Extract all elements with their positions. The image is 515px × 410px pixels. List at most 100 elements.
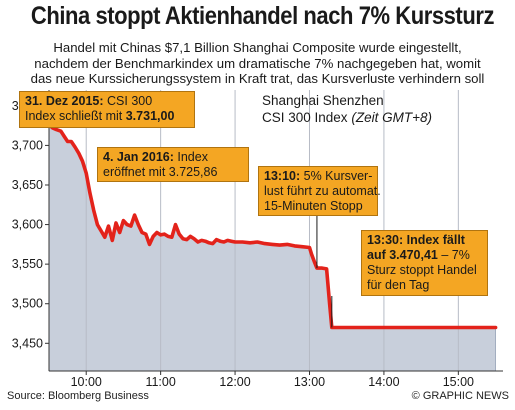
data-point [70, 140, 73, 143]
data-point [182, 238, 184, 240]
y-tick-label: 3,550 [12, 257, 43, 271]
data-point [321, 267, 323, 269]
data-point [200, 239, 203, 242]
legend-index-name: CSI 300 Index [262, 110, 348, 125]
data-point [185, 238, 188, 241]
callout-open-text1: Index [173, 150, 208, 164]
callout-open-date: 4. Jan 2016: [103, 150, 174, 164]
data-point [405, 326, 408, 329]
data-point [353, 326, 355, 329]
data-point [148, 243, 151, 246]
data-point [159, 234, 162, 236]
data-point [208, 242, 210, 244]
data-point [286, 243, 289, 246]
data-point [427, 326, 430, 329]
data-point [189, 235, 192, 238]
callout-1330-text4: für den Tag [367, 278, 430, 292]
data-point [100, 230, 102, 232]
subtitle-line-2: nachdem der Benchmarkindex um dramatisch… [34, 55, 481, 71]
data-point [104, 236, 106, 238]
data-point [241, 241, 244, 243]
callout-1330-value: auf 3.470,41 [367, 248, 438, 262]
data-point [163, 233, 166, 235]
data-point [264, 242, 266, 245]
chart-legend: Shanghai Shenzhen CSI 300 Index (Zeit GM… [262, 92, 432, 126]
chart-title: China stoppt Aktienhandel nach 7% Kursst… [30, 2, 495, 30]
data-point [450, 326, 452, 329]
data-point [89, 192, 91, 194]
data-point [215, 238, 218, 241]
data-point [223, 241, 225, 243]
y-tick-label: 3,600 [12, 218, 43, 232]
callout-1310-halt: 13:10: 5% Kursver- lust führt zu automat… [258, 166, 381, 216]
callout-close-text1: CSI 300 [103, 94, 153, 108]
data-point [133, 214, 136, 216]
x-tick-label: 13:00 [294, 375, 325, 389]
y-tick-label: 3,650 [12, 178, 43, 192]
data-point [197, 241, 199, 243]
data-point [325, 268, 328, 270]
data-point [472, 326, 475, 329]
data-point [178, 233, 180, 235]
data-point [126, 223, 128, 226]
data-point [130, 225, 132, 227]
callout-open-text2: eröffnet mit 3.725,86 [103, 165, 218, 179]
data-point [137, 223, 140, 226]
callout-1330-text2: – 7% [437, 248, 470, 262]
data-point [156, 231, 158, 234]
x-tick-label: 14:00 [368, 375, 399, 389]
data-point [174, 223, 177, 226]
data-point [63, 135, 65, 137]
data-point [219, 240, 221, 242]
data-point [383, 326, 385, 329]
data-point [152, 235, 154, 238]
data-point [145, 233, 147, 235]
data-point [193, 238, 195, 240]
data-point [74, 146, 76, 148]
x-tick-label: 10:00 [71, 375, 102, 389]
callout-close-text2: Index schließt mit [25, 109, 126, 123]
data-point [111, 239, 114, 242]
data-point [301, 245, 303, 248]
callout-1310-text2: lust führt zu automat. [264, 184, 381, 198]
data-point [60, 130, 62, 132]
data-point [55, 128, 58, 131]
callout-1330-text3: Sturz stoppt Handel [367, 263, 477, 277]
y-tick-label: 3,450 [12, 336, 43, 350]
legend-line-2: CSI 300 Index (Zeit GMT+8) [262, 109, 432, 126]
data-point [328, 302, 331, 305]
callout-1310-text1: 5% Kursver- [300, 169, 373, 183]
data-point [230, 240, 233, 242]
data-point [167, 235, 169, 238]
data-point [107, 225, 110, 227]
data-point [85, 172, 87, 174]
data-point [271, 243, 274, 246]
x-tick-label: 12:00 [219, 375, 250, 389]
data-point [115, 222, 117, 224]
data-point [310, 253, 313, 256]
x-tick-label: 15:00 [443, 375, 474, 389]
graphic-news-credit: © GRAPHIC NEWS [411, 390, 509, 402]
data-point [204, 240, 207, 242]
callout-1330-text1: 13:30: Index fällt [367, 233, 465, 247]
data-point [226, 239, 229, 242]
data-point [78, 152, 80, 155]
source-credit: Source: Bloomberg Business [7, 390, 149, 402]
data-point [368, 326, 370, 329]
data-point [256, 241, 259, 243]
data-point [293, 245, 296, 247]
x-tick-label: 11:00 [145, 375, 175, 389]
callout-1310-text3: 15-Minuten Stopp [264, 199, 363, 213]
data-point [278, 244, 281, 246]
data-point [338, 326, 341, 329]
chart-subtitle: Handel mit Chinas $7,1 Billion Shanghai … [4, 40, 511, 87]
callout-1330-stop: 13:30: Index fällt auf 3.470,41 – 7% Stu… [361, 230, 488, 296]
legend-time-note: (Zeit GMT+8) [351, 110, 432, 125]
data-point [171, 236, 173, 238]
callout-open-2016: 4. Jan 2016: Index eröffnet mit 3.725,86 [97, 147, 249, 182]
callout-close-2015: 31. Dez 2015: CSI 300 Index schließt mit… [19, 91, 195, 128]
data-point [211, 242, 214, 245]
data-point [66, 140, 69, 143]
subtitle-line-3: das neue Kurssicherungssystem in Kraft t… [30, 71, 485, 86]
